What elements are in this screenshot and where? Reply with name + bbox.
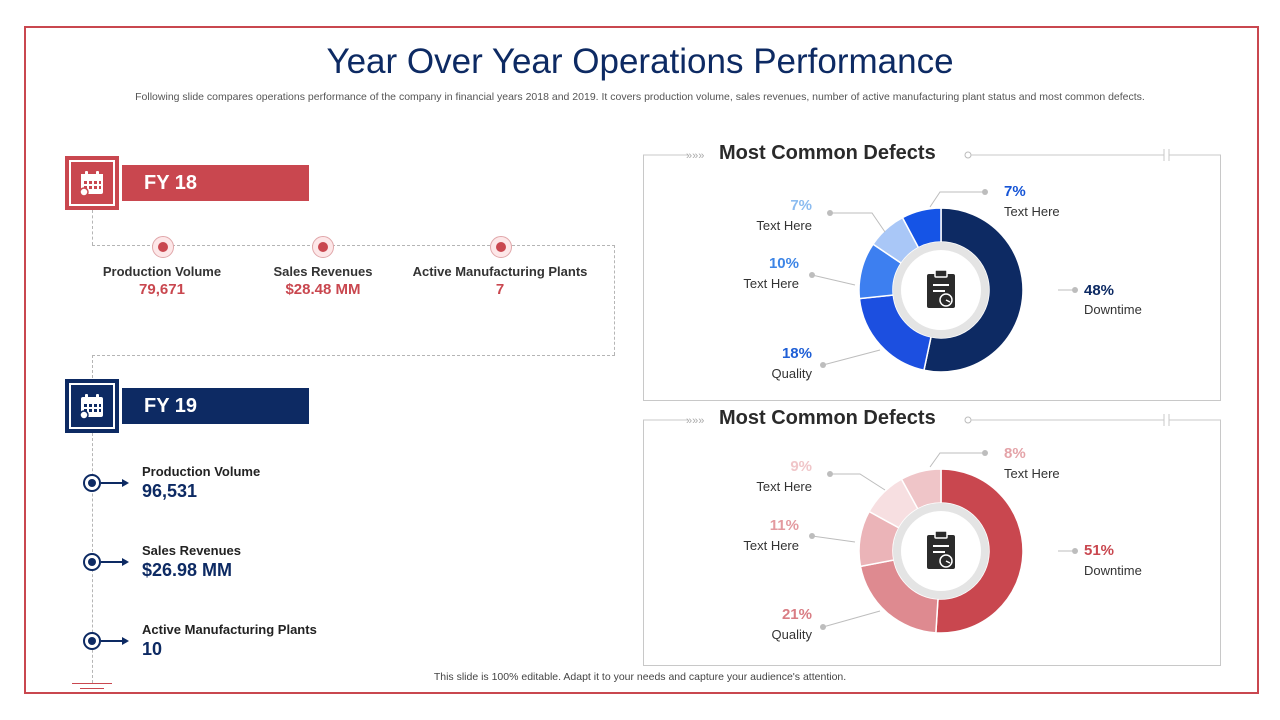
fy18-connector-bottom [92,355,615,356]
fy19-node-sales [83,553,101,571]
fy19-arrow-production [101,479,129,487]
data-label-name: Text Here [743,538,799,553]
data-label-name: Downtime [1084,563,1142,578]
defects-panel-fy19 [643,420,1221,666]
stat-value: 7 [495,281,505,298]
fy19-node-production [83,474,101,492]
fy19-stat-sales: Sales Revenues $26.98 MM [142,543,241,581]
data-label-pct: 8% [1004,445,1026,462]
fy18-calendar-badge [65,156,119,210]
stat-label: Active Manufacturing Plants [142,622,317,637]
fy19-stat-plants: Active Manufacturing Plants 10 [142,622,317,660]
stat-value: 96,531 [142,481,198,501]
data-label-pct: 21% [781,606,812,623]
fy19-stat-production: Production Volume 96,531 [142,464,260,502]
footer-note: This slide is 100% editable. Adapt it to… [433,671,847,683]
fy19-arrow-sales [101,558,129,566]
data-label-name: Text Here [743,276,799,291]
data-label-pct: 48% [1084,282,1115,299]
data-label-pct: 51% [1084,542,1115,559]
fy18-connector-down [92,355,93,383]
data-label-name: Quality [771,366,812,381]
stat-value: 79,671 [139,281,185,298]
fy18-marker-plants [490,236,512,258]
stat-label: Production Volume [102,264,222,279]
stat-value: $26.98 MM [142,560,233,580]
data-label-pct: 9% [790,458,812,475]
slide-frame [24,26,1259,694]
calendar-icon [79,171,103,197]
data-label-name: Text Here [756,218,812,233]
stat-value: 10 [142,639,163,659]
fy19-node-plants [83,632,101,650]
page-subtitle: Following slide compares operations perf… [135,91,1145,103]
fy18-connector-left [92,210,93,245]
data-label-name: Text Here [1004,466,1060,481]
timeline-end-mark-2 [80,688,104,689]
stat-label: Active Manufacturing Plants [412,264,588,279]
fy19-arrow-plants [101,637,129,645]
fy18-label: FY 18 [122,165,309,201]
chart-title: Most Common Defects [711,142,944,165]
fy18-stat-production: Production Volume 79,671 [62,264,262,298]
defects-panel-fy18 [643,155,1221,401]
fy18-stat-plants: Active Manufacturing Plants 7 [400,264,600,298]
fy19-calendar-badge [65,379,119,433]
stat-label: Sales Revenues [142,543,242,558]
fy19-label: FY 19 [122,388,309,424]
stat-value: $28.48 MM [285,281,361,298]
data-label-pct: 7% [1004,183,1026,200]
data-label-name: Quality [771,627,812,642]
fy18-connector-right [614,245,615,355]
data-label-pct: 10% [768,255,799,272]
chart-title: Most Common Defects [711,407,944,430]
fy18-stat-sales: Sales Revenues $28.48 MM [223,264,423,298]
timeline-end-mark [72,683,112,684]
fy18-connector-top [92,245,615,246]
page-title: Year Over Year Operations Performance [326,42,954,81]
fy18-marker-sales [312,236,334,258]
data-label-name: Downtime [1084,302,1142,317]
data-label-pct: 18% [781,345,812,362]
data-label-name: Text Here [756,479,812,494]
fy18-marker-production [152,236,174,258]
stat-label: Production Volume [142,464,261,479]
data-label-pct: 11% [769,517,799,534]
data-label-pct: 7% [790,197,812,214]
calendar-icon [79,394,103,420]
stat-label: Sales Revenues [273,264,373,279]
data-label-name: Text Here [1004,204,1060,219]
